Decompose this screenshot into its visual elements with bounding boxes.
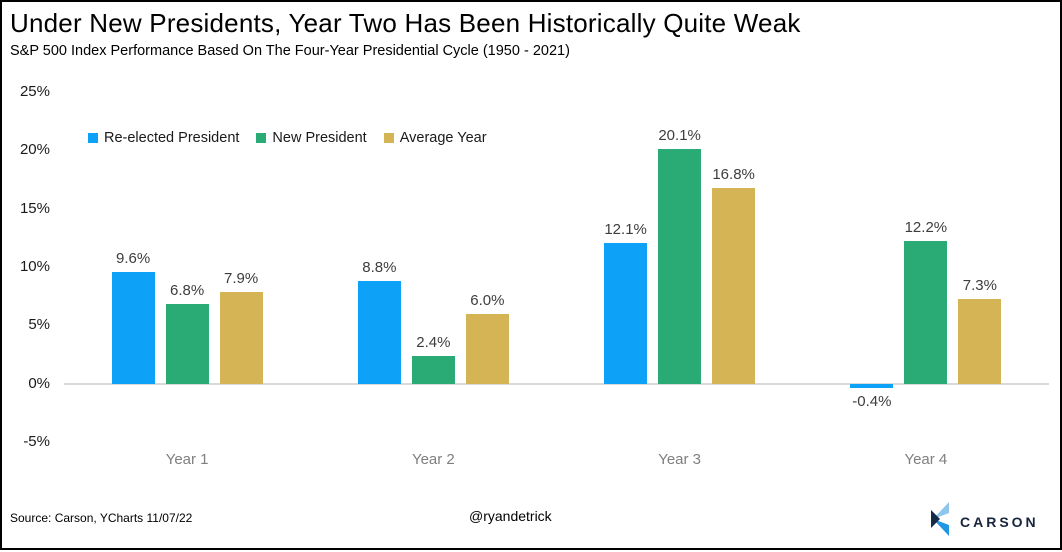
bar-new-president-year-3: [658, 149, 702, 384]
legend-item: Re-elected President: [88, 130, 239, 146]
x-axis-category-label: Year 3: [658, 451, 702, 468]
x-axis-category-label: Year 2: [411, 451, 455, 468]
chart-title: Under New Presidents, Year Two Has Been …: [10, 8, 801, 38]
chart-legend: Re-elected President New President Average…: [88, 130, 487, 146]
bar-average-year-year-1: [219, 291, 263, 384]
bar-value-label: 7.3%: [962, 276, 997, 294]
carson-logo-text: CARSON: [960, 513, 1039, 530]
legend-swatch-icon: [383, 133, 394, 143]
bar-value-label: 7.9%: [224, 269, 259, 287]
bar-re-elected-president-year-2: [357, 281, 401, 384]
legend-label: Re-elected President: [104, 130, 240, 146]
legend-label: Average Year: [399, 130, 487, 146]
source-text: Source: Carson, YCharts 11/07/22: [10, 511, 193, 525]
twitter-handle: @ryandetrick: [469, 508, 552, 524]
legend-item: New President: [256, 130, 367, 146]
bar-average-year-year-3: [712, 187, 756, 384]
legend-swatch-icon: [256, 133, 267, 143]
bar-value-label: 20.1%: [658, 127, 701, 145]
bar-re-elected-president-year-1: [111, 271, 155, 384]
y-axis-tick-label: 25%: [19, 83, 50, 100]
bar-re-elected-president-year-4: [850, 383, 894, 389]
carson-chevron-icon: [931, 502, 951, 541]
bar-new-president-year-1: [165, 304, 209, 384]
bar-value-label: 12.1%: [604, 220, 647, 238]
carson-logo: CARSON: [931, 502, 1039, 541]
x-axis-category-label: Year 4: [904, 451, 948, 468]
y-axis-tick-label: 10%: [19, 258, 50, 275]
bar-value-label: 8.8%: [362, 259, 397, 276]
bar-new-president-year-4: [904, 241, 948, 384]
legend-label: New President: [272, 130, 367, 146]
bar-new-president-year-2: [411, 355, 455, 384]
legend-swatch-icon: [88, 133, 98, 143]
bar-value-label: 9.6%: [116, 249, 151, 267]
x-axis-category-label: Year 1: [165, 451, 209, 468]
y-axis-tick-label: 20%: [19, 141, 50, 159]
bar-value-label: 6.8%: [170, 282, 205, 300]
y-axis-tick-label: -5%: [23, 433, 50, 450]
bar-re-elected-president-year-3: [604, 242, 648, 384]
bar-value-label: 2.4%: [416, 333, 451, 351]
bar-value-label: -0.4%: [852, 393, 892, 411]
x-axis-zero-line: [64, 382, 1049, 385]
y-axis-tick-label: 0%: [28, 374, 50, 392]
bar-value-label: 6.0%: [470, 291, 505, 309]
bar-value-label: 12.2%: [904, 219, 948, 237]
bar-average-year-year-4: [958, 298, 1002, 384]
y-axis-tick-label: 5%: [28, 316, 50, 334]
legend-item: Average Year: [383, 130, 487, 146]
chart-subtitle: S&P 500 Index Performance Based On The F…: [10, 43, 570, 59]
bar-average-year-year-2: [465, 313, 509, 384]
y-axis-tick-label: 15%: [19, 199, 50, 217]
bar-value-label: 16.8%: [712, 165, 755, 183]
